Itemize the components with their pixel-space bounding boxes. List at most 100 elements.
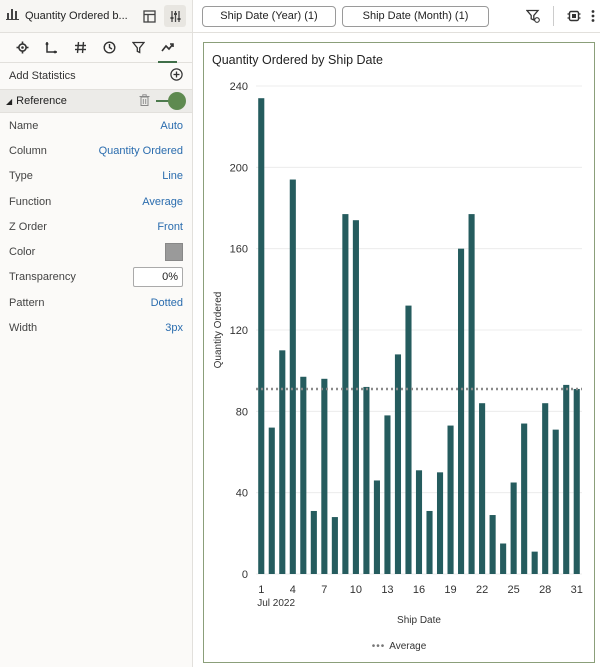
property-tabs xyxy=(0,33,192,63)
toolbar-divider xyxy=(553,6,554,26)
bar-day-31[interactable] xyxy=(573,388,580,574)
bar-day-18[interactable] xyxy=(436,472,444,574)
bar-day-10[interactable] xyxy=(352,220,359,574)
canvas-settings-icon[interactable] xyxy=(562,4,586,28)
reference-section-label: Reference xyxy=(16,95,67,107)
prop-row-z-order: Z Order Front xyxy=(0,214,192,239)
color-swatch[interactable] xyxy=(165,243,183,262)
add-circle-icon[interactable] xyxy=(170,68,183,84)
bar-day-12[interactable] xyxy=(373,480,380,574)
bar-day-3[interactable] xyxy=(279,350,286,574)
filter-pill-ship-date-year[interactable]: Ship Date (Year) (1) xyxy=(202,5,336,27)
tab-time-clock-icon[interactable] xyxy=(95,33,124,63)
bar-day-17[interactable] xyxy=(426,510,433,574)
visualization-canvas[interactable]: Quantity Ordered by Ship Date 0 40 80 120 16… xyxy=(203,42,595,663)
prop-key: Name xyxy=(9,119,39,132)
properties-sliders-icon[interactable] xyxy=(164,5,186,27)
bar-day-13[interactable] xyxy=(384,415,391,574)
bar-day-22[interactable] xyxy=(479,403,486,574)
bar-day-28[interactable] xyxy=(542,403,549,574)
add-statistics-row[interactable]: Add Statistics xyxy=(0,63,192,89)
y-tick-label: 0 xyxy=(242,569,248,581)
toggle-track xyxy=(156,100,178,102)
add-statistics-label: Add Statistics xyxy=(9,70,76,82)
collapse-caret-icon[interactable]: ◢ xyxy=(6,96,13,106)
trash-icon[interactable] xyxy=(139,93,150,109)
prop-value-z-order[interactable]: Front xyxy=(157,220,183,233)
tab-filter-icon[interactable] xyxy=(124,33,153,63)
chart-title: Quantity Ordered by Ship Date xyxy=(212,53,383,67)
x-tick-label: 4 xyxy=(290,584,296,596)
x-tick-label: 28 xyxy=(539,584,551,596)
prop-key: Z Order xyxy=(9,220,47,233)
viz-header: Quantity Ordered b... xyxy=(0,0,192,33)
filter-bar: Ship Date (Year) (1) Ship Date (Month) (… xyxy=(193,0,600,33)
chart-legend[interactable]: ••• Average xyxy=(204,641,594,652)
bar-day-24[interactable] xyxy=(500,543,507,575)
prop-row-width: Width 3px xyxy=(0,315,192,340)
prop-row-transparency: Transparency 0% xyxy=(0,265,192,290)
prop-row-name: Name Auto xyxy=(0,113,192,138)
x-tick-label: 22 xyxy=(476,584,488,596)
tab-general-gear-icon[interactable] xyxy=(8,33,37,63)
bar-day-20[interactable] xyxy=(458,248,465,574)
bar-day-30[interactable] xyxy=(563,384,570,574)
bar-day-19[interactable] xyxy=(447,425,454,574)
filter-pill-ship-date-month[interactable]: Ship Date (Month) (1) xyxy=(342,5,489,27)
viz-title[interactable]: Quantity Ordered b... xyxy=(25,10,128,22)
prop-value-width[interactable]: 3px xyxy=(165,322,183,335)
bar-day-26[interactable] xyxy=(521,423,528,574)
bar-day-27[interactable] xyxy=(531,551,538,574)
prop-key: Function xyxy=(9,195,52,208)
bar-day-2[interactable] xyxy=(268,427,275,574)
bar-day-21[interactable] xyxy=(468,214,475,574)
bar-day-1[interactable] xyxy=(258,98,265,574)
bar-chart-icon xyxy=(6,7,19,25)
prop-key: Width xyxy=(9,322,38,335)
prop-row-color: Color xyxy=(0,239,192,264)
legend-label-average: Average xyxy=(389,641,427,652)
x-tick-label: 31 xyxy=(571,584,583,596)
prop-key: Type xyxy=(9,170,33,183)
bar-day-7[interactable] xyxy=(321,378,328,574)
tab-values-hash-icon[interactable] xyxy=(66,33,95,63)
filter-options-icon[interactable] xyxy=(521,4,545,28)
y-tick-label: 120 xyxy=(230,325,248,337)
y-axis-title: Quantity Ordered xyxy=(213,292,224,369)
x-tick-label: 16 xyxy=(413,584,425,596)
x-tick-label: 25 xyxy=(508,584,520,596)
x-axis-sublabel: Jul 2022 xyxy=(257,598,295,609)
grammar-panel-icon[interactable] xyxy=(138,5,160,27)
bar-day-14[interactable] xyxy=(394,354,402,574)
reference-enabled-toggle[interactable] xyxy=(156,92,186,110)
bar-day-8[interactable] xyxy=(331,517,338,574)
bar-day-23[interactable] xyxy=(489,515,496,574)
tab-analytics-trend-icon[interactable] xyxy=(153,33,182,63)
reference-section-header[interactable]: ◢ Reference xyxy=(0,89,192,113)
transparency-input[interactable]: 0% xyxy=(133,267,183,288)
bar-day-11[interactable] xyxy=(363,386,370,574)
y-tick-label: 240 xyxy=(230,81,248,93)
x-tick-label: 13 xyxy=(381,584,393,596)
prop-value-type[interactable]: Line xyxy=(162,170,183,183)
more-options-kebab-icon[interactable] xyxy=(586,4,600,28)
bar-day-29[interactable] xyxy=(552,429,559,574)
prop-key: Column xyxy=(9,144,47,157)
bar-day-6[interactable] xyxy=(310,510,317,574)
bar-day-9[interactable] xyxy=(342,214,349,574)
prop-value-pattern[interactable]: Dotted xyxy=(150,296,183,309)
bar-day-25[interactable] xyxy=(510,482,517,575)
bar-day-16[interactable] xyxy=(415,470,423,574)
prop-row-function: Function Average xyxy=(0,189,192,214)
bar-day-4[interactable] xyxy=(289,179,296,575)
prop-value-column[interactable]: Quantity Ordered xyxy=(98,144,183,157)
tab-axis-icon[interactable] xyxy=(37,33,66,63)
prop-value-function[interactable]: Average xyxy=(142,195,183,208)
prop-value-name[interactable]: Auto xyxy=(160,119,183,132)
prop-row-column: Column Quantity Ordered xyxy=(0,138,192,163)
bar-day-5[interactable] xyxy=(300,376,307,574)
properties-panel: Quantity Ordered b... xyxy=(0,0,193,667)
y-tick-label: 80 xyxy=(236,406,248,418)
bar-day-15[interactable] xyxy=(405,305,412,574)
